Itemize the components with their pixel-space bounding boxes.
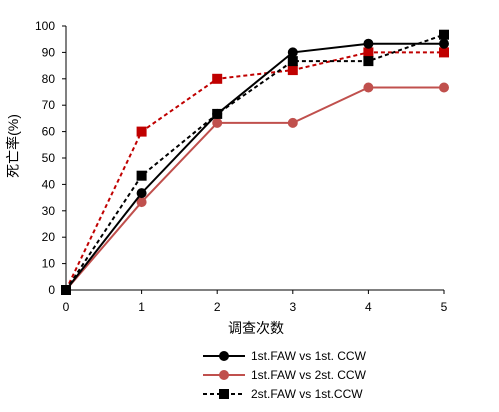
y-tick-label: 80 <box>42 72 56 86</box>
x-tick-label: 5 <box>441 300 448 314</box>
y-tick-label: 100 <box>35 19 55 33</box>
data-point <box>212 73 223 84</box>
data-point <box>212 108 223 119</box>
y-tick-label: 30 <box>42 204 56 218</box>
x-tick-label: 4 <box>365 300 372 314</box>
x-tick-label: 0 <box>63 300 70 314</box>
series-4 <box>61 47 449 295</box>
x-tick-label: 3 <box>289 300 296 314</box>
legend-label: 2st.FAW vs 1st.CCW <box>251 387 363 401</box>
legend-marker <box>219 351 229 361</box>
data-point <box>287 117 298 128</box>
y-tick-label: 90 <box>42 45 56 59</box>
data-point <box>287 65 298 76</box>
series-layer <box>61 29 449 295</box>
series-line <box>65 51 444 291</box>
y-axis-title: 死亡率(%) <box>5 114 21 178</box>
legend-label: 1st.FAW vs 1st. CCW <box>251 349 367 363</box>
x-axis-title: 调查次数 <box>228 320 284 336</box>
series-1 <box>61 38 449 295</box>
legend: 1st.FAW vs 1st. CCW 1st.FAW vs 2st. CCW 2s… <box>203 349 367 401</box>
data-point <box>439 82 449 93</box>
data-point <box>136 197 147 208</box>
legend-item: 1st.FAW vs 2st. CCW <box>203 368 367 382</box>
y-tick-label: 60 <box>42 125 56 139</box>
data-point <box>287 56 298 67</box>
x-tick-label: 2 <box>214 300 221 314</box>
y-tick-label: 0 <box>48 283 55 297</box>
data-point <box>439 38 449 49</box>
data-point <box>136 188 147 199</box>
data-point <box>363 47 374 58</box>
legend-item: 1st.FAW vs 1st. CCW <box>203 349 367 363</box>
data-point <box>363 56 374 67</box>
series-2 <box>61 82 449 295</box>
y-tick-label: 10 <box>42 257 56 271</box>
axes: 0 10 20 30 40 50 60 70 80 90 100 0 1 2 3 4 5 <box>35 19 448 314</box>
data-point <box>212 117 223 128</box>
legend-marker <box>219 370 229 380</box>
y-tick-label: 20 <box>42 230 56 244</box>
series-3 <box>61 29 449 295</box>
data-point <box>136 170 147 181</box>
series-line <box>65 42 444 291</box>
series-line <box>65 33 445 291</box>
y-tick-label: 40 <box>42 177 56 191</box>
data-point <box>439 29 449 40</box>
y-tick-label: 50 <box>42 151 56 165</box>
data-point <box>287 47 298 58</box>
y-tick-label: 70 <box>42 98 56 112</box>
data-point <box>363 82 374 93</box>
series-line <box>65 86 444 291</box>
data-point <box>61 285 71 295</box>
x-tick-label: 1 <box>138 300 145 314</box>
legend-marker <box>219 389 229 399</box>
legend-item: 2st.FAW vs 1st.CCW <box>203 387 363 401</box>
data-point <box>439 47 449 58</box>
data-point <box>363 38 374 49</box>
legend-label: 1st.FAW vs 2st. CCW <box>251 368 367 382</box>
data-point <box>136 126 147 137</box>
